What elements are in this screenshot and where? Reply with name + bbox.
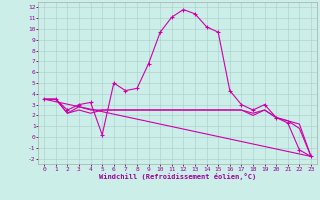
X-axis label: Windchill (Refroidissement éolien,°C): Windchill (Refroidissement éolien,°C) [99,173,256,180]
